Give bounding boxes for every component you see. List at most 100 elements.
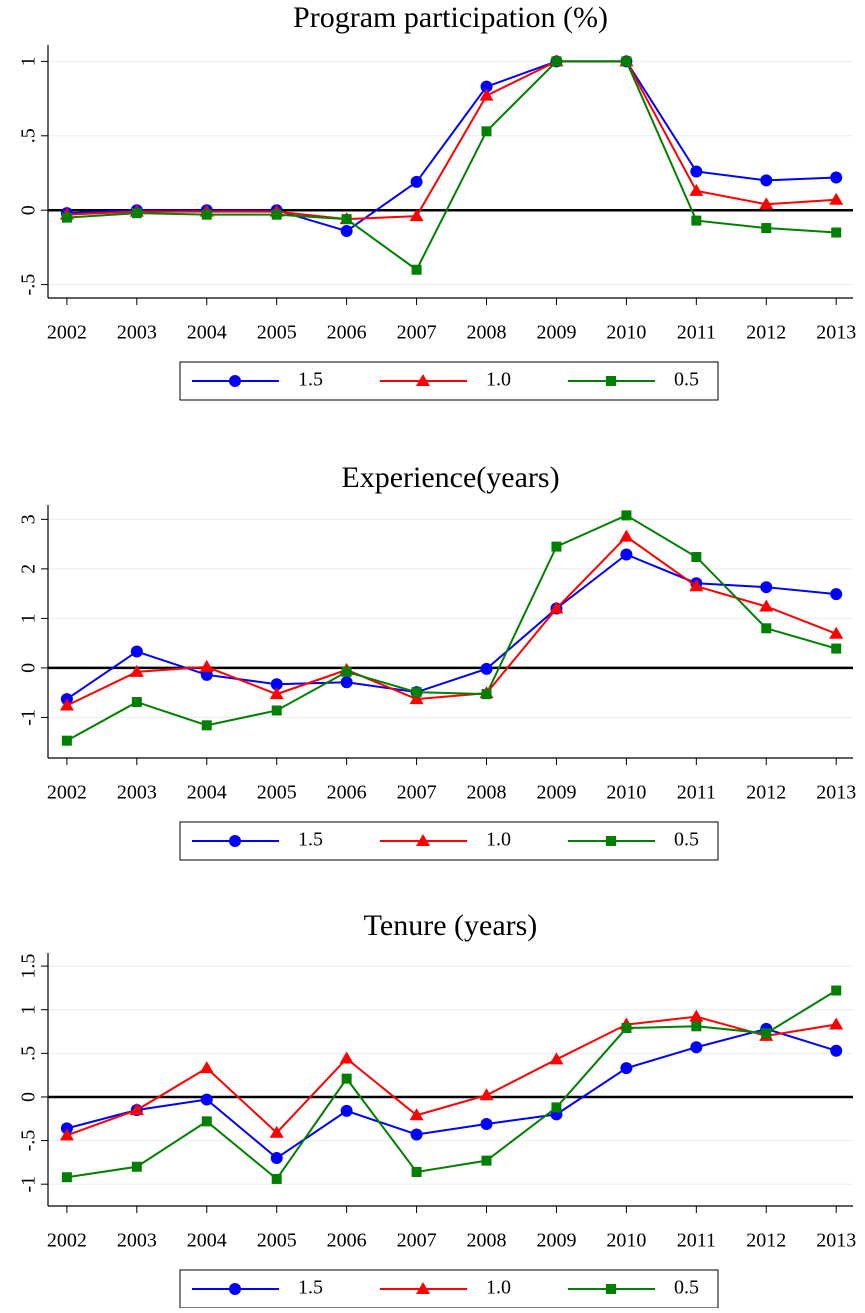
marker bbox=[61, 735, 72, 746]
x-tick-label: 2013 bbox=[816, 782, 856, 804]
marker bbox=[830, 171, 843, 184]
x-tick-label: 2004 bbox=[187, 1230, 227, 1252]
legend-label: 0.5 bbox=[674, 1277, 699, 1299]
marker bbox=[341, 1073, 352, 1084]
x-tick-label: 2005 bbox=[257, 782, 297, 804]
marker bbox=[691, 1021, 702, 1032]
legend-label: 1.5 bbox=[298, 369, 323, 391]
marker bbox=[551, 541, 562, 552]
y-tick-label: -1 bbox=[18, 709, 40, 726]
marker bbox=[271, 1173, 282, 1184]
series-line bbox=[66, 535, 837, 707]
marker bbox=[481, 126, 492, 137]
x-tick-label: 2012 bbox=[746, 782, 786, 804]
marker bbox=[131, 208, 142, 219]
marker bbox=[831, 985, 842, 996]
x-tick-label: 2008 bbox=[467, 322, 507, 344]
marker bbox=[761, 1028, 772, 1039]
marker bbox=[760, 174, 773, 187]
marker bbox=[481, 689, 492, 700]
marker bbox=[411, 264, 422, 275]
marker bbox=[481, 1155, 492, 1166]
marker bbox=[551, 1102, 562, 1113]
marker bbox=[829, 1017, 844, 1030]
marker bbox=[549, 1052, 564, 1065]
x-tick-label: 2002 bbox=[47, 1230, 87, 1252]
marker bbox=[606, 1284, 616, 1294]
x-tick-label: 2008 bbox=[467, 782, 507, 804]
legend-label: 1.0 bbox=[486, 1277, 511, 1299]
marker bbox=[200, 1093, 213, 1106]
x-tick-label: 2009 bbox=[536, 782, 576, 804]
marker bbox=[199, 1061, 214, 1074]
marker bbox=[760, 581, 773, 594]
marker bbox=[340, 225, 353, 238]
marker bbox=[130, 645, 143, 658]
marker bbox=[831, 227, 842, 238]
y-tick-label: 3 bbox=[18, 514, 40, 524]
marker bbox=[606, 836, 616, 846]
marker bbox=[480, 1117, 493, 1130]
marker bbox=[620, 548, 633, 561]
marker bbox=[690, 165, 703, 178]
marker bbox=[759, 197, 774, 210]
marker bbox=[549, 601, 564, 614]
x-tick-label: 2011 bbox=[677, 322, 716, 344]
marker bbox=[270, 1152, 283, 1165]
series-line bbox=[66, 60, 837, 233]
marker bbox=[269, 1125, 284, 1138]
marker bbox=[831, 643, 842, 654]
marker bbox=[339, 1051, 354, 1064]
series-line bbox=[66, 989, 837, 1181]
x-tick-label: 2007 bbox=[397, 322, 437, 344]
marker bbox=[410, 1128, 423, 1141]
x-tick-label: 2003 bbox=[117, 782, 157, 804]
x-tick-label: 2012 bbox=[746, 322, 786, 344]
marker bbox=[479, 88, 494, 101]
x-tick-label: 2006 bbox=[327, 1230, 367, 1252]
marker bbox=[621, 1023, 632, 1034]
x-tick-label: 2013 bbox=[816, 1230, 856, 1252]
marker bbox=[59, 1128, 74, 1141]
marker bbox=[340, 676, 353, 689]
marker bbox=[416, 374, 430, 386]
series-line bbox=[66, 60, 837, 272]
marker bbox=[621, 510, 632, 521]
marker bbox=[620, 1062, 633, 1075]
marker bbox=[829, 626, 844, 639]
y-tick-label: 1 bbox=[18, 613, 40, 623]
x-tick-label: 2010 bbox=[606, 782, 646, 804]
series-line bbox=[66, 553, 837, 700]
marker bbox=[131, 1161, 142, 1172]
marker bbox=[761, 223, 772, 234]
marker bbox=[201, 209, 212, 220]
panel: Experience(years) -1 0 1 2 3 2002 2003 2004 2005 2… bbox=[18, 461, 856, 861]
marker bbox=[691, 215, 702, 226]
legend-label: 1.5 bbox=[298, 1277, 323, 1299]
y-tick-label: 0 bbox=[18, 1092, 40, 1102]
marker bbox=[271, 705, 282, 716]
legend-label: 0.5 bbox=[674, 369, 699, 391]
marker bbox=[689, 183, 704, 196]
marker bbox=[830, 588, 843, 601]
marker bbox=[61, 1172, 72, 1183]
marker bbox=[829, 192, 844, 205]
y-tick-label: 1 bbox=[18, 1005, 40, 1015]
marker bbox=[61, 212, 72, 223]
series-line bbox=[66, 60, 837, 221]
marker bbox=[416, 1282, 430, 1294]
chart-title: Tenure (years) bbox=[364, 909, 538, 942]
x-tick-label: 2012 bbox=[746, 1230, 786, 1252]
marker bbox=[199, 659, 214, 672]
y-tick-label: -.5 bbox=[18, 1130, 40, 1152]
marker bbox=[270, 678, 283, 691]
legend-label: 1.5 bbox=[298, 829, 323, 851]
marker bbox=[59, 698, 74, 711]
x-tick-label: 2010 bbox=[606, 322, 646, 344]
x-tick-label: 2005 bbox=[257, 322, 297, 344]
marker bbox=[619, 529, 634, 542]
y-tick-label: .5 bbox=[18, 128, 40, 143]
marker bbox=[606, 376, 616, 386]
y-tick-label: 0 bbox=[18, 663, 40, 673]
